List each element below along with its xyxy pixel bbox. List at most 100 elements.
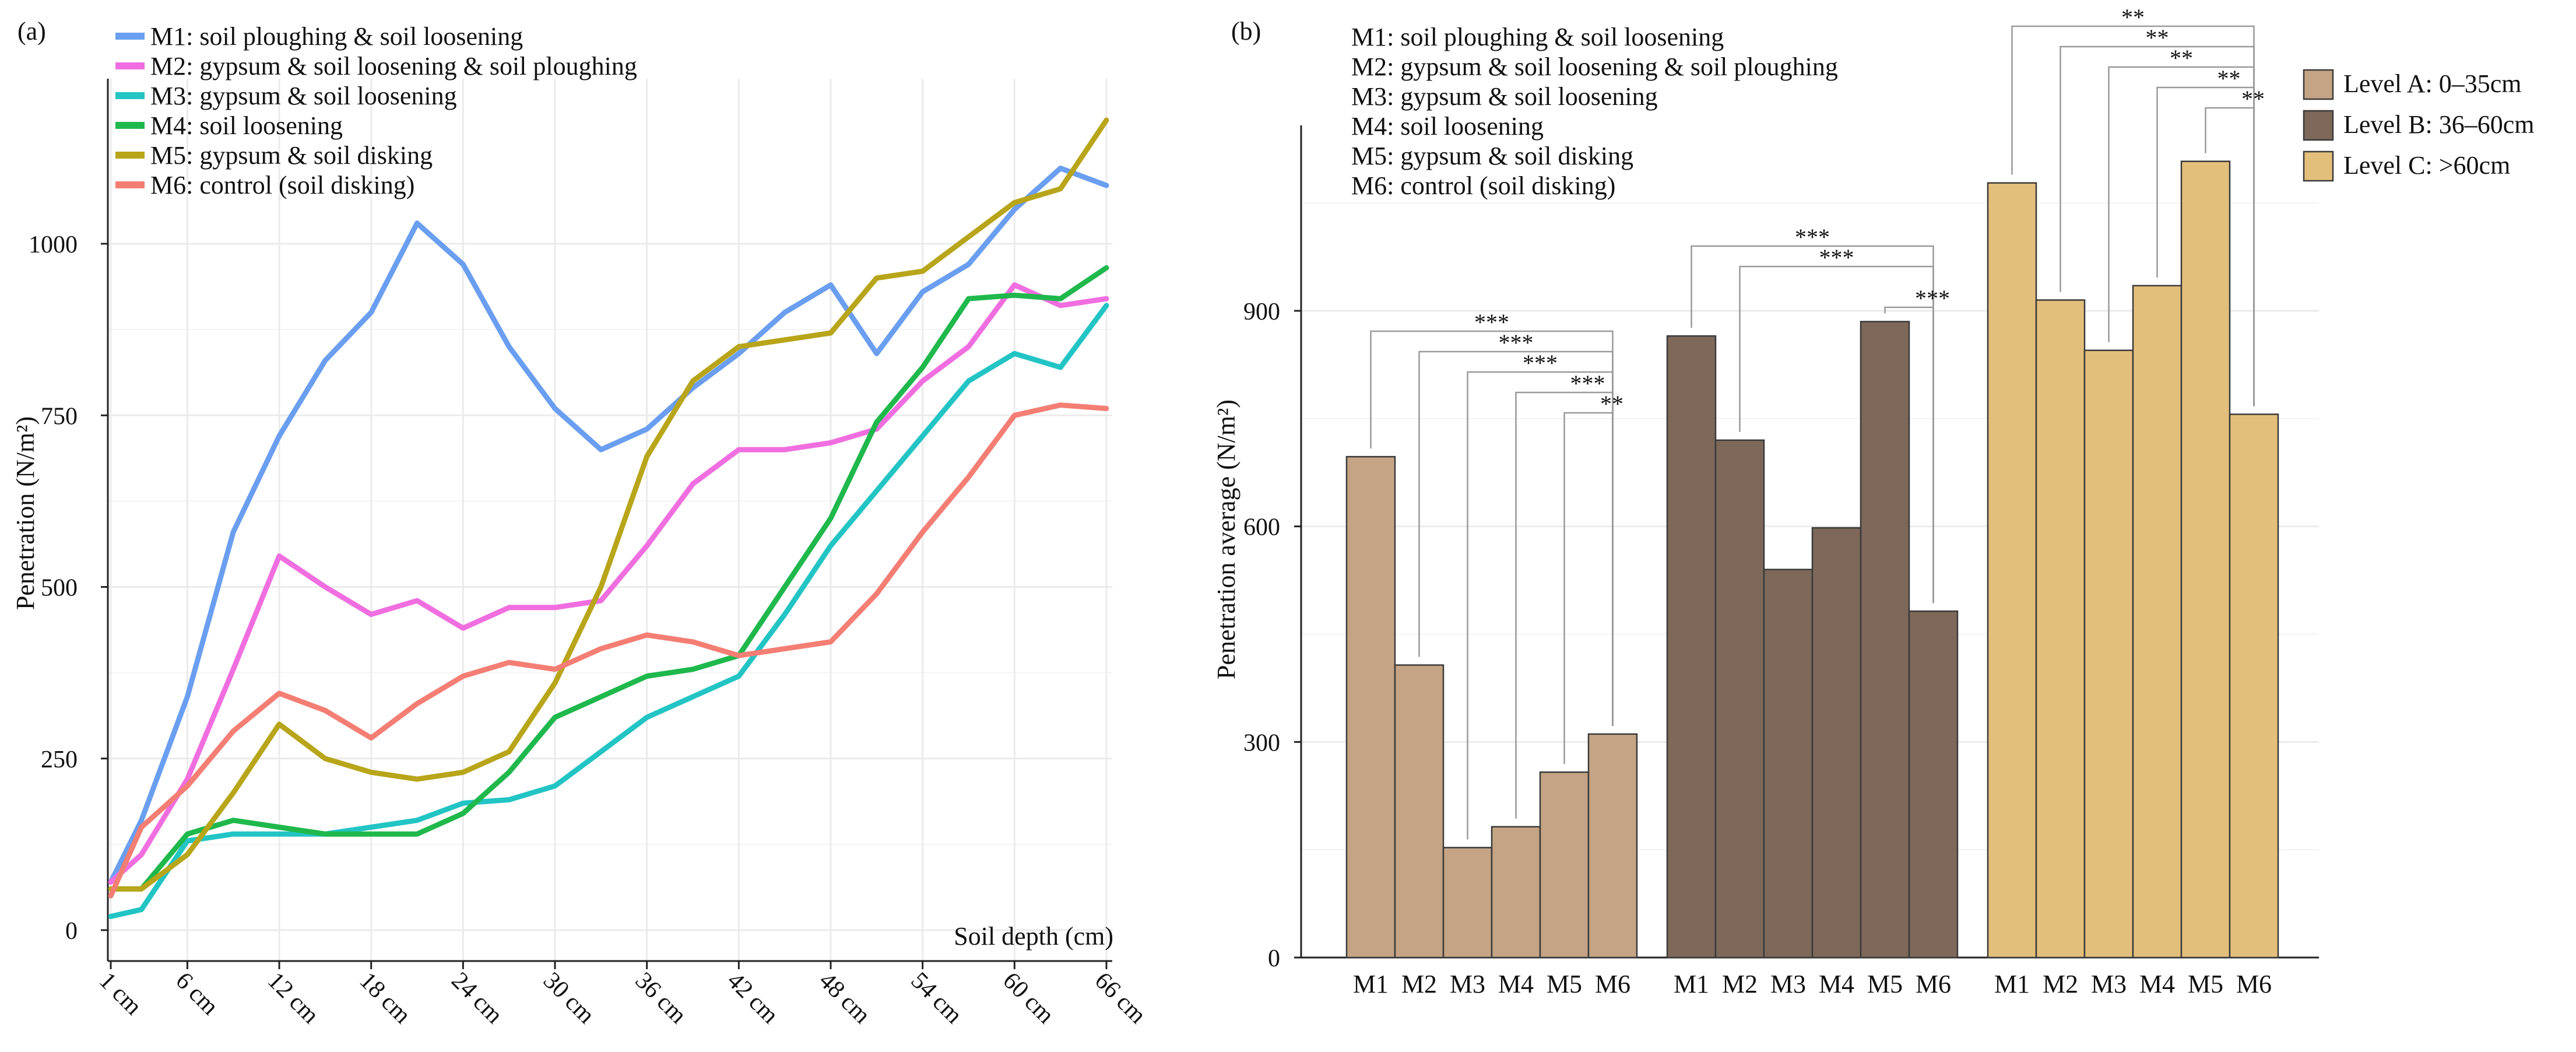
panel-b-y-axis-label: Penetration average (N/m²)	[1212, 399, 1240, 679]
panel-b-y-tick-label: 600	[1243, 514, 1280, 541]
panel-b-significance-label: **	[1600, 391, 1623, 417]
panel-b-x-tick-label: M2	[1401, 970, 1437, 998]
panel-b-x-tick-label: M6	[2236, 970, 2272, 998]
panel-b-significance-label: ***	[1819, 244, 1854, 271]
panel-a-series-line-m4	[108, 265, 1109, 892]
panel-b-level-legend-swatch	[2303, 110, 2334, 141]
panel-b-y-tick-label: 900	[1243, 299, 1280, 325]
panel-b-significance-bracket: **	[1563, 391, 1623, 765]
panel-b-significance-label: **	[2170, 45, 2193, 71]
panel-a-label: (a)	[17, 17, 46, 45]
panel-b-bar-levelB-m2	[1714, 439, 1765, 959]
panel-a-legend-label: M4: soil loosening	[150, 111, 343, 140]
panel-b-x-tick-label: M3	[1450, 970, 1485, 998]
panel-b-x-tick-label: M5	[2188, 970, 2223, 998]
panel-b-bar-levelC-m2	[2035, 299, 2086, 959]
panel-b-bars	[1345, 160, 2279, 959]
panel-a-series-line-m2	[108, 282, 1109, 885]
panel-b-x-tick-label: M6	[1916, 970, 1951, 998]
panel-b-bar-levelC-m3	[2083, 349, 2134, 959]
panel-b-bar-levelA-m4	[1491, 826, 1541, 959]
panel-b-y-ticks: 0 300 600 900	[1243, 299, 1301, 972]
panel-b-x-tick-label: M2	[1722, 970, 1758, 998]
panel-a-x-tick-label: 12 cm	[262, 967, 324, 1029]
panel-a-y-tick-label: 1000	[29, 232, 78, 258]
panel-a-legend-label: M3: gypsum & soil loosening	[150, 82, 457, 110]
panel-b-significance-label: ***	[1474, 309, 1509, 335]
panel-a-legend-label: M1: soil ploughing & soil loosening	[150, 22, 523, 51]
panel-a-x-tick-label: 60 cm	[997, 967, 1059, 1029]
panel-a-y-tick-label: 250	[41, 746, 78, 773]
panel-a-x-tick-label: 36 cm	[630, 967, 692, 1029]
panel-b-method-legend-item: M2: gypsum & soil loosening & soil ploug…	[1351, 52, 1838, 81]
panel-a-x-tick-label: 48 cm	[814, 967, 876, 1029]
panel-b-method-legend-item: M1: soil ploughing & soil loosening	[1351, 23, 1724, 51]
panel-b-bar-levelA-m5	[1539, 771, 1590, 959]
panel-a-y-tick-label: 500	[41, 575, 78, 602]
panel-b-bar-levelA-m2	[1394, 664, 1445, 959]
panel-b-bar-levelB-m5	[1860, 321, 1910, 959]
panel-a-grid	[108, 79, 1112, 961]
panel-b-bar-levelA-m1	[1345, 455, 1396, 959]
panel-b-bar-levelC-m5	[2180, 160, 2231, 959]
panel-b-significance-label: ***	[1570, 370, 1605, 397]
panel-b-level-legend-label: Level C: >60cm	[2343, 151, 2510, 180]
panel-b-bar-levelC-m4	[2132, 285, 2183, 959]
panel-b-x-tick-label: M4	[2139, 970, 2175, 998]
panel-b-x-tick-label: M1	[1353, 970, 1389, 998]
panel-a-x-axis-label: Soil depth (cm)	[954, 922, 1113, 951]
panel-b-x-tick-label: M2	[2043, 970, 2078, 998]
panel-b-y-tick-label: 0	[1268, 945, 1280, 972]
panel-a-x-tick-label: 18 cm	[354, 967, 416, 1029]
panel-a-x-tick-label: 66 cm	[1090, 967, 1151, 1029]
panel-b-method-legend-item: M5: gypsum & soil disking	[1351, 142, 1633, 170]
panel-a-x-tick-label: 1 cm	[94, 967, 147, 1021]
panel-b-x-tick-label: M1	[1674, 970, 1709, 998]
panel-a-series-lines	[108, 117, 1109, 919]
panel-b-label: (b)	[1231, 17, 1261, 45]
panel-b-bar-levelA-m6	[1587, 733, 1638, 959]
panel-b-significance-brackets: *********************************	[1370, 4, 2265, 840]
panel-b-bar-levelA-m3	[1442, 847, 1493, 959]
panel-b-x-tick-label: M3	[2091, 970, 2127, 998]
panel-b-significance-label: **	[2121, 4, 2145, 30]
panel-a-legend-label: M6: control (soil disking)	[150, 171, 414, 199]
panel-a-series-line-m3	[108, 303, 1109, 919]
panel-b-x-ticks: M1 M2 M3 M4 M5 M6 M1 M2 M3 M4 M5 M6 M1 M2 M3 M4 M5 M6	[1353, 970, 2272, 998]
panel-b-method-legend-item: M6: control (soil disking)	[1351, 171, 1615, 200]
panel-b-level-legend: Level A: 0–35cm Level B: 36–60cm Level C: …	[2303, 69, 2535, 182]
panel-b-significance-label: ***	[1499, 329, 1534, 356]
panel-b-x-tick-label: M5	[1547, 970, 1582, 998]
panel-a-series-line-m6	[108, 402, 1109, 899]
panel-b-method-legend-item: M4: soil loosening	[1351, 112, 1544, 141]
panel-b-significance-label: **	[2217, 65, 2241, 92]
panel-b-significance-label: ***	[1795, 224, 1830, 250]
panel-b-x-tick-label: M6	[1595, 970, 1630, 998]
panel-b-significance-bracket: **	[2205, 86, 2265, 406]
panel-a-x-tick-label: 42 cm	[722, 967, 783, 1029]
panel-b-level-legend-label: Level B: 36–60cm	[2343, 110, 2535, 139]
panel-b-x-tick-label: M1	[1994, 970, 2030, 998]
panel-b-x-tick-label: M5	[1867, 970, 1903, 998]
panel-b-significance-label: **	[2146, 24, 2169, 51]
panel-b-bar-levelB-m3	[1763, 569, 1814, 959]
panel-b-bar-levelB-m6	[1908, 610, 1959, 959]
panel-a-legend-label: M2: gypsum & soil loosening & soil ploug…	[150, 52, 637, 80]
panel-b-bar-levelB-m1	[1666, 335, 1717, 959]
panel-b-level-legend-swatch	[2303, 69, 2334, 100]
panel-a-y-tick-label: 750	[41, 403, 78, 430]
panel-a-series-line-m1	[108, 166, 1109, 885]
panel-a-x-tick-label: 30 cm	[538, 967, 600, 1029]
panel-a-x-ticks: 1 cm 6 cm 12 cm 18 cm 24 cm 30 cm 36 cm 42 cm 48…	[94, 961, 1151, 1029]
panel-a-y-axis-label: Penetration (N/m²)	[11, 416, 40, 610]
panel-b-bar-levelB-m4	[1811, 527, 1862, 959]
panel-b-level-legend-swatch	[2303, 150, 2334, 182]
panel-b-method-legend-item: M3: gypsum & soil loosening	[1351, 82, 1658, 111]
panel-b-bar-levelC-m6	[2229, 413, 2279, 959]
panel-b-significance-bracket: ***	[1884, 285, 1950, 604]
